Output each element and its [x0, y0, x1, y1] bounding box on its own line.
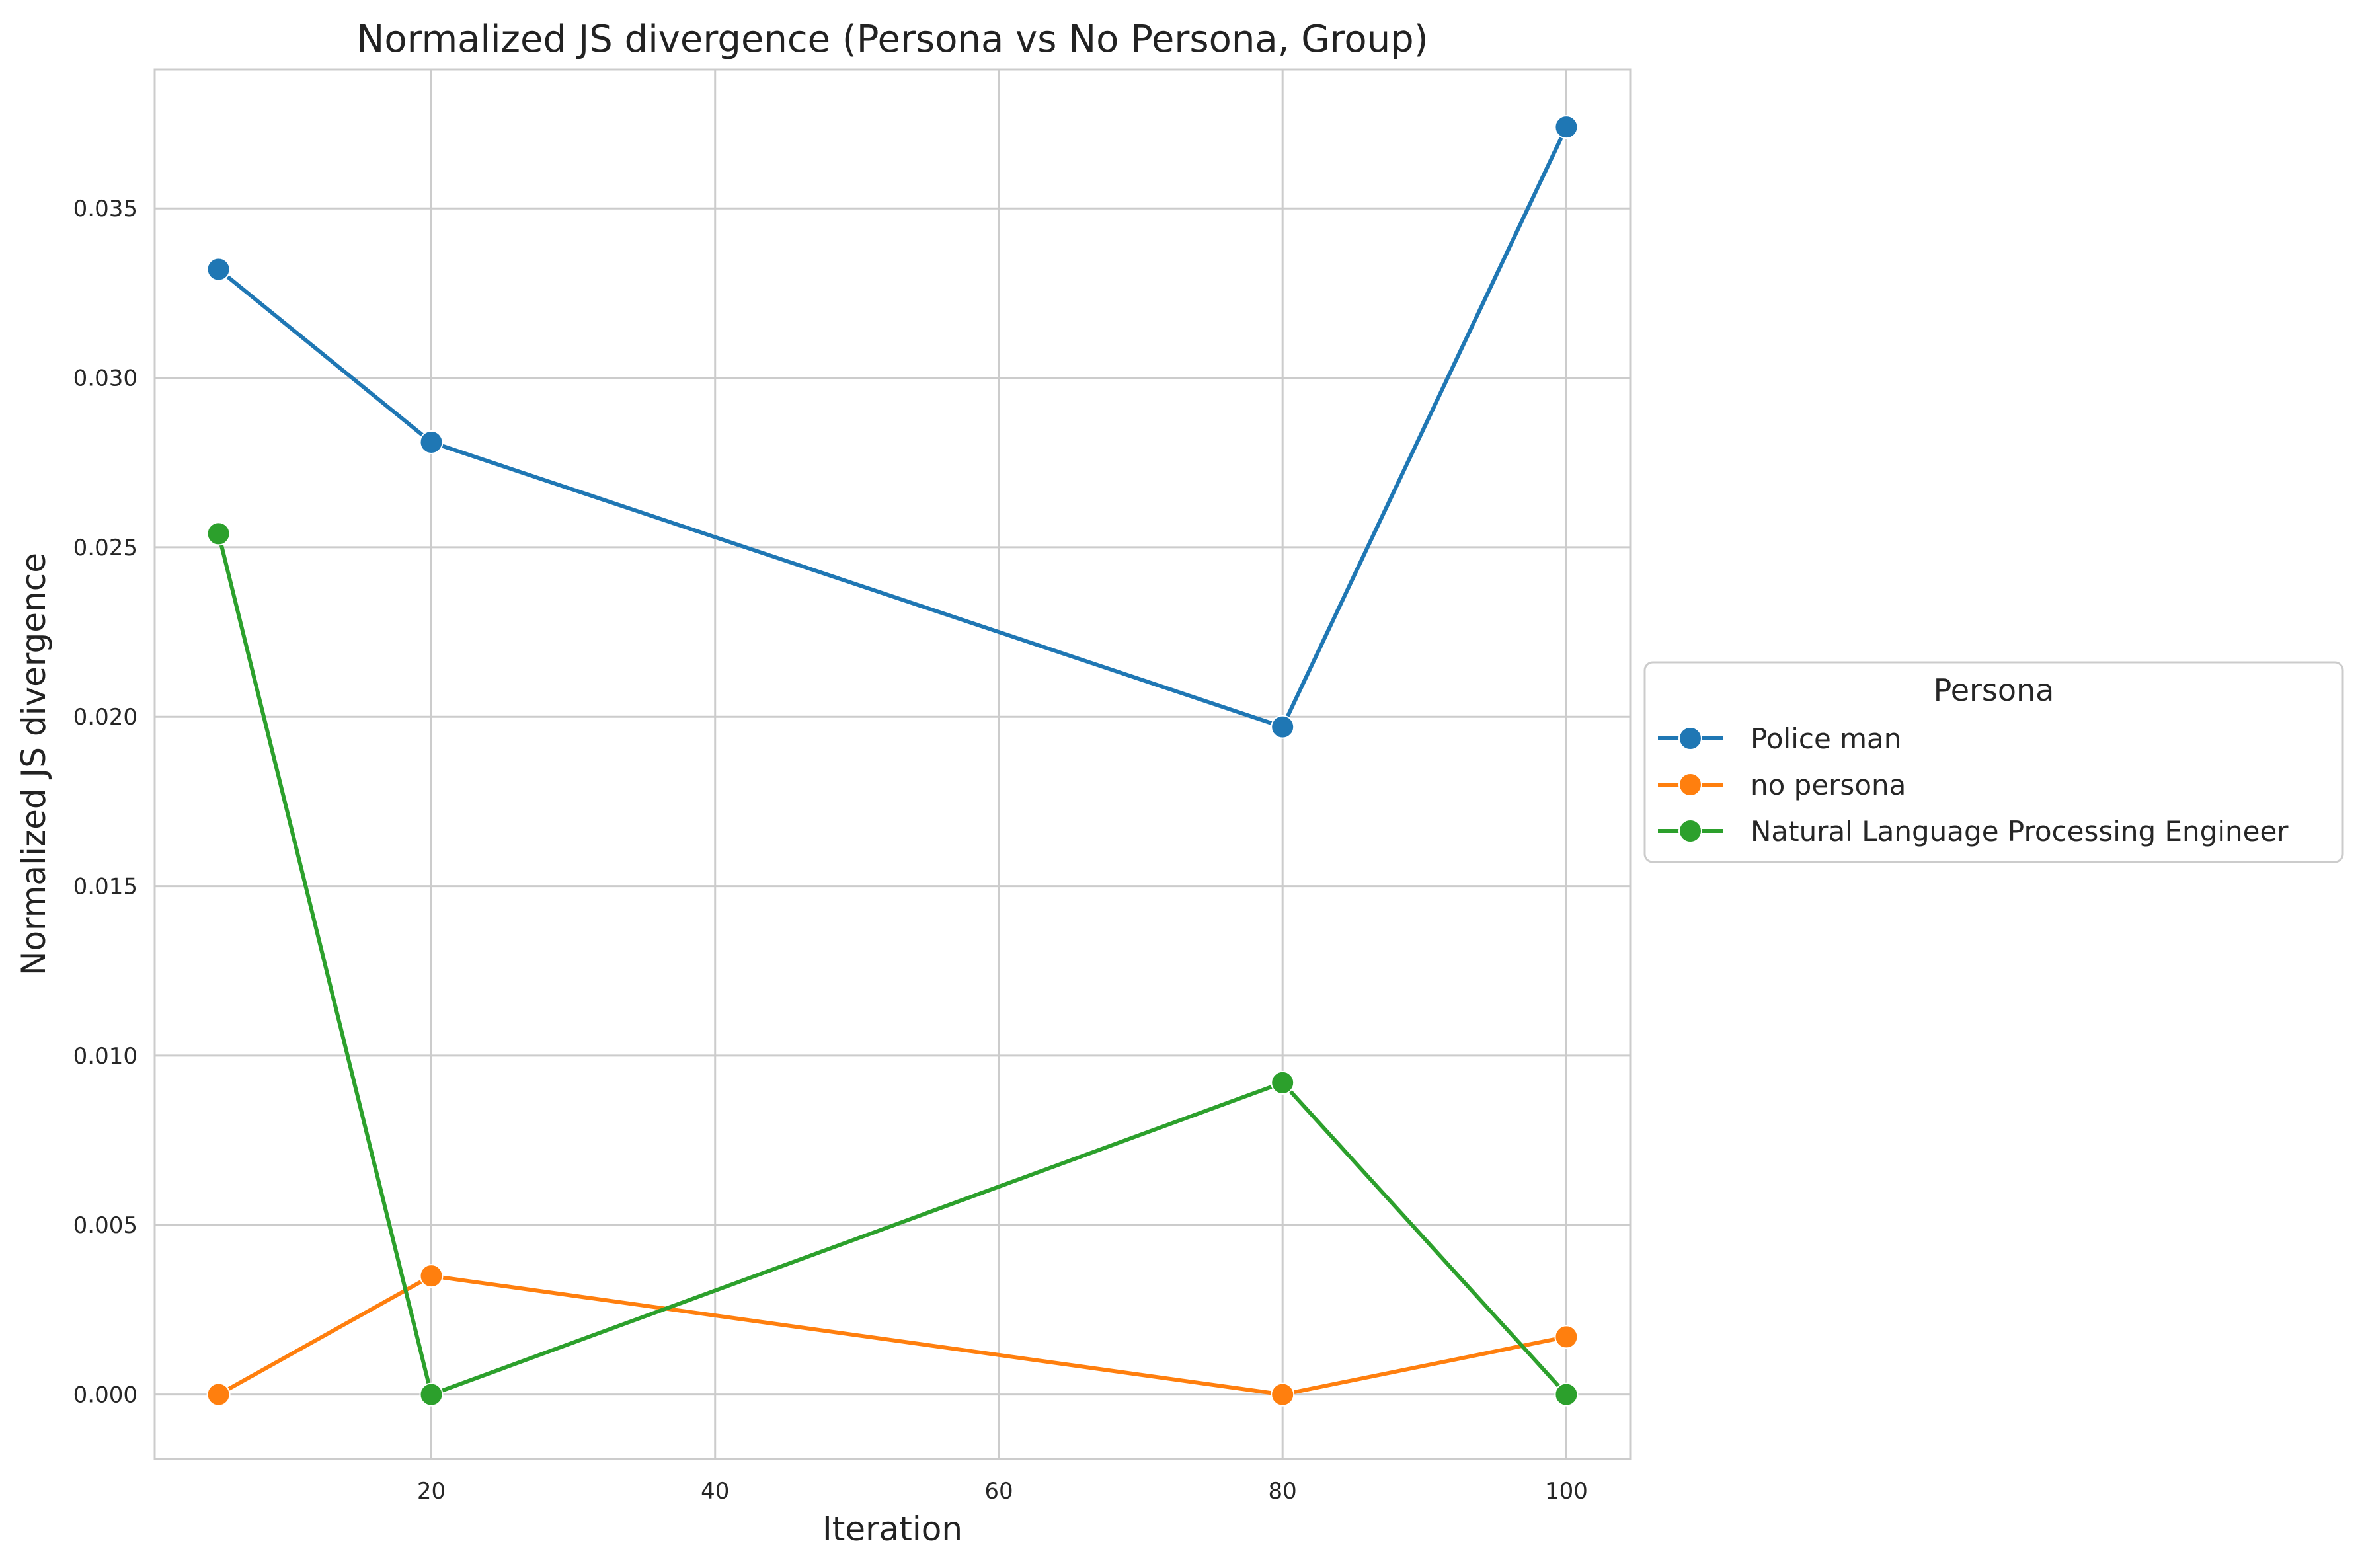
y-tick-label: 0.010 [73, 1043, 138, 1070]
y-tick-label: 0.000 [73, 1382, 138, 1409]
x-tick-label: 20 [417, 1478, 446, 1505]
data-point [1271, 1382, 1295, 1407]
legend-marker [1678, 726, 1702, 750]
data-point [1554, 1382, 1579, 1407]
data-point [1554, 115, 1579, 139]
legend: Persona Police man no persona Natural Lang… [1643, 661, 2344, 863]
legend-entry: Natural Language Processing Engineer [1658, 815, 2289, 847]
legend-entry: no persona [1658, 769, 1906, 801]
series-line [216, 1274, 1569, 1397]
data-point [419, 1264, 444, 1288]
y-tick-label: 0.005 [73, 1212, 138, 1239]
y-tick-label: 0.030 [73, 366, 138, 392]
data-point [419, 1382, 444, 1407]
x-tick-label: 40 [701, 1478, 729, 1505]
series-1 [206, 115, 1579, 739]
data-point [206, 1382, 231, 1407]
data-point [206, 522, 231, 546]
series-line [216, 125, 1569, 729]
plot-area-frame [153, 68, 1632, 1460]
chart-title: Normalized JS divergence (Persona vs No … [356, 18, 1428, 61]
y-axis-label: Normalized JS divergence [15, 553, 53, 976]
legend-marker [1678, 819, 1702, 843]
y-tick-label: 0.025 [73, 535, 138, 561]
x-axis-label: Iteration [822, 1510, 963, 1548]
y-axis-ticks: 0.000 0.005 0.010 0.015 0.020 0.025 0.030 0.035 [73, 196, 138, 1408]
series-3 [206, 522, 1579, 1407]
y-tick-label: 0.020 [73, 704, 138, 730]
legend-label: Natural Language Processing Engineer [1750, 815, 2289, 847]
legend-marker [1678, 773, 1702, 797]
data-point [206, 257, 231, 282]
y-tick-label: 0.035 [73, 196, 138, 222]
x-axis-ticks: 20 40 60 80 100 [417, 1478, 1588, 1505]
legend-label: no persona [1750, 769, 1906, 801]
data-point [1271, 1070, 1295, 1095]
y-tick-label: 0.015 [73, 874, 138, 900]
x-tick-label: 80 [1269, 1478, 1297, 1505]
legend-title: Persona [1934, 672, 2055, 708]
data-point [1554, 1325, 1579, 1349]
data-point [1271, 715, 1295, 739]
data-point [419, 430, 444, 454]
series-line [216, 531, 1569, 1397]
legend-entries: Police man no persona Natural Language Pro… [1658, 723, 2289, 847]
series-2 [206, 1264, 1579, 1407]
legend-entry: Police man [1658, 723, 1901, 755]
series-layer [206, 115, 1579, 1407]
x-tick-label: 60 [984, 1478, 1013, 1505]
legend-label: Police man [1750, 723, 1901, 755]
x-tick-label: 100 [1545, 1478, 1588, 1505]
legend-box [1643, 661, 2344, 863]
